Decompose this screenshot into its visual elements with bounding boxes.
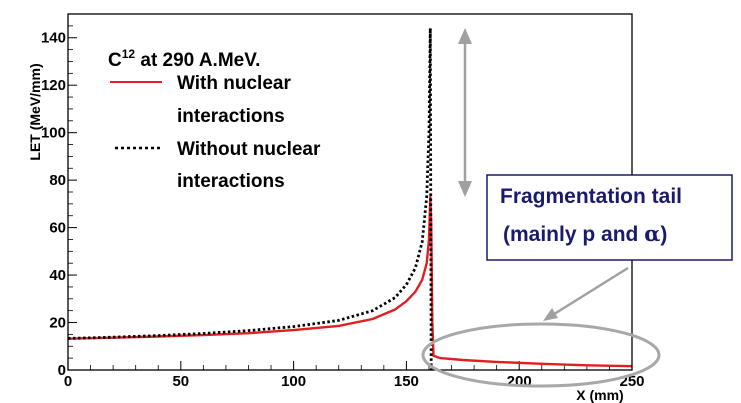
y-axis-label: LET (MeV/mm)	[27, 63, 43, 160]
tail-arrow-shaft	[550, 266, 629, 318]
double-arrow-head-down	[458, 181, 472, 197]
series-with-nuclear-line	[67, 195, 633, 368]
y-tick-label: 0	[58, 362, 66, 379]
y-tick-label: 140	[41, 30, 66, 47]
y-tick-label: 120	[41, 77, 66, 94]
legend-entry-without-line2: interactions	[177, 171, 285, 192]
y-tick-label: 80	[49, 172, 66, 189]
y-tick-label: 20	[49, 315, 66, 332]
legend-entry-with-line1: With nuclear	[177, 73, 291, 94]
x-tick-label: 100	[281, 373, 306, 390]
x-tick-label: 50	[172, 373, 189, 390]
legend-title: C12 at 290 A.MeV.	[108, 47, 260, 71]
legend-entry-without-line1: Without nuclear	[177, 139, 321, 160]
tail-ellipse	[421, 322, 661, 388]
x-tick-label: 0	[64, 373, 72, 390]
y-tick-label: 100	[41, 125, 66, 142]
y-tick-label: 40	[49, 267, 66, 284]
legend: C12 at 290 A.MeV. With nuclear interacti…	[108, 47, 321, 192]
legend-entry-with-line2: interactions	[177, 106, 285, 127]
annotations: Fragmentation tail (mainly p and α)	[421, 28, 733, 388]
x-tick-label: 150	[394, 373, 419, 390]
y-tick-label: 60	[49, 220, 66, 237]
series-layer	[67, 26, 633, 371]
fragmentation-box-line2: (mainly p and α)	[503, 221, 667, 246]
x-tick-label: 200	[507, 373, 532, 390]
tail-arrow-head	[543, 308, 558, 321]
fragmentation-box-line1: Fragmentation tail	[500, 185, 682, 208]
fragmentation-box	[486, 174, 733, 261]
double-arrow-head-up	[458, 28, 472, 44]
x-axis-label: X (mm)	[576, 387, 623, 403]
